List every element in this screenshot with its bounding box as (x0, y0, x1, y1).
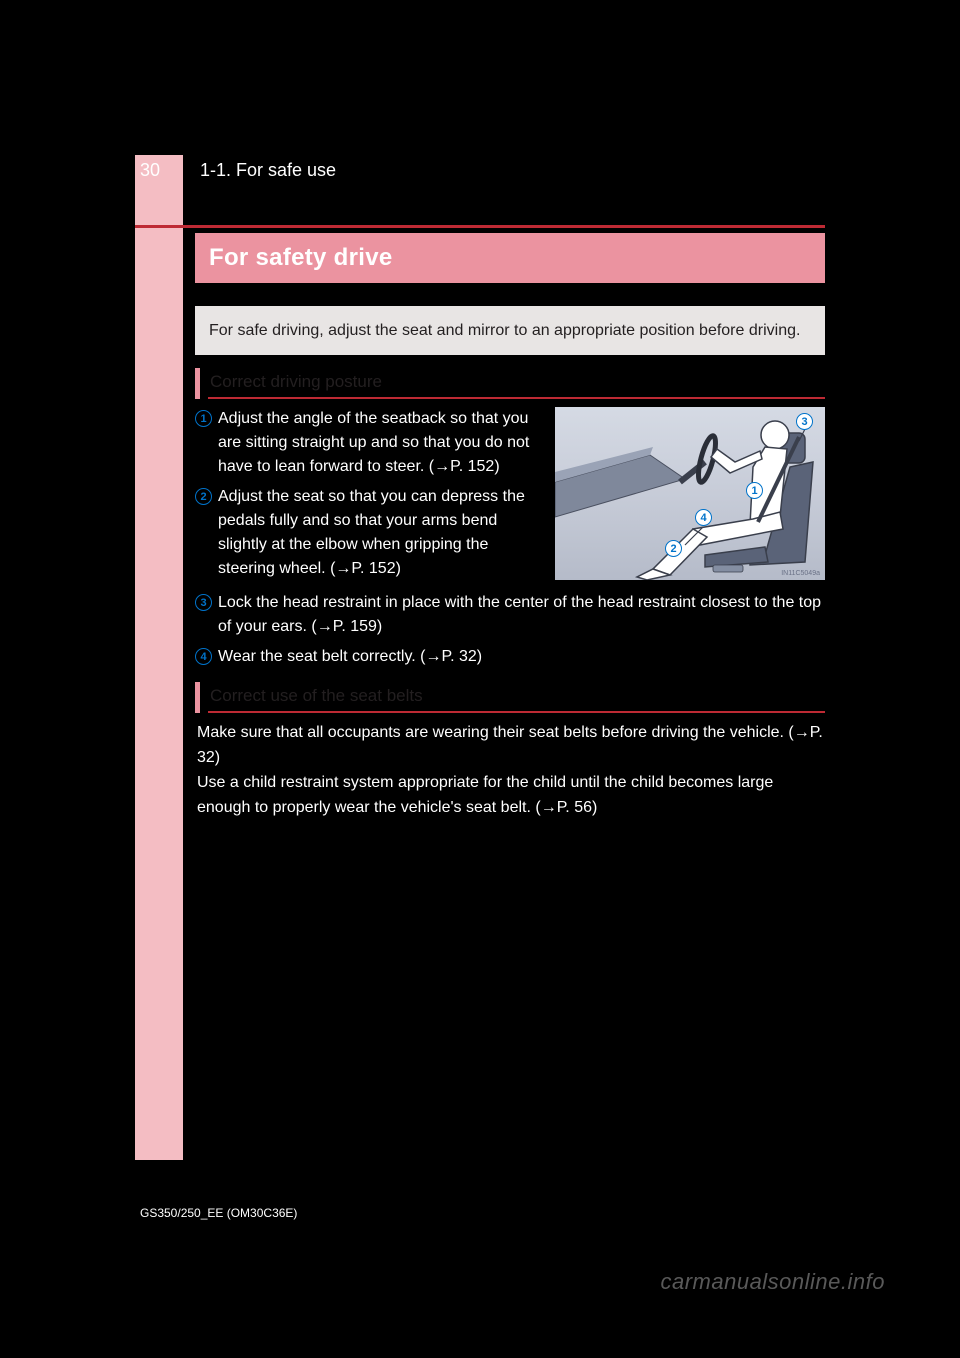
pink-sidebar (135, 155, 183, 1160)
posture-svg (555, 407, 825, 580)
posture-block: 1 Adjust the angle of the seatback so th… (195, 407, 825, 587)
section-heading-underline: Correct use of the seat belts (208, 682, 825, 713)
callout-number-icon: 1 (195, 410, 212, 427)
intro-note-box: For safe driving, adjust the seat and mi… (195, 306, 825, 355)
section-heading-posture: Correct driving posture (195, 368, 825, 399)
posture-item-text: Lock the head restraint in place with th… (218, 591, 825, 639)
image-reference-code: IN11C5049a (781, 570, 820, 577)
driving-posture-illustration: 1 2 3 4 IN11C5049a (555, 407, 825, 580)
posture-item-text: Wear the seat belt correctly. (→P. 32) (218, 645, 482, 669)
chapter-path: 1-1. For safe use (200, 160, 336, 181)
callout-number-icon: 3 (195, 594, 212, 611)
posture-item: 4 Wear the seat belt correctly. (→P. 32) (195, 645, 825, 669)
driver-head (761, 421, 789, 449)
section-heading-label: Correct use of the seat belts (208, 682, 825, 711)
callout-number-icon: 4 (195, 648, 212, 665)
posture-lower-list: 3 Lock the head restraint in place with … (195, 591, 825, 669)
posture-item-text: Adjust the seat so that you can depress … (218, 485, 539, 581)
model-reference: GS350/250_EE (OM30C36E) (140, 1206, 297, 1220)
posture-item-text: Adjust the angle of the seatback so that… (218, 407, 539, 479)
posture-upper-list: 1 Adjust the angle of the seatback so th… (195, 407, 539, 587)
section-heading-seatbelts: Correct use of the seat belts (195, 682, 825, 713)
seatbelt-body-text: Make sure that all occupants are wearing… (195, 721, 825, 820)
posture-item: 3 Lock the head restraint in place with … (195, 591, 825, 639)
posture-item: 2 Adjust the seat so that you can depres… (195, 485, 539, 581)
page-number: 30 (140, 160, 160, 181)
posture-item: 1 Adjust the angle of the seatback so th… (195, 407, 539, 479)
section-heading-stripe (195, 682, 200, 713)
header-red-divider (135, 225, 825, 228)
watermark: carmanualsonline.info (660, 1269, 885, 1295)
main-content: For safety drive For safe driving, adjus… (195, 233, 825, 820)
section-heading-underline: Correct driving posture (208, 368, 825, 399)
section-heading-label: Correct driving posture (208, 368, 825, 397)
section-heading-stripe (195, 368, 200, 399)
callout-number-icon: 2 (195, 488, 212, 505)
dashboard-shape (555, 455, 685, 517)
page-title-banner: For safety drive (195, 233, 825, 283)
seat-control-shape (713, 565, 743, 572)
